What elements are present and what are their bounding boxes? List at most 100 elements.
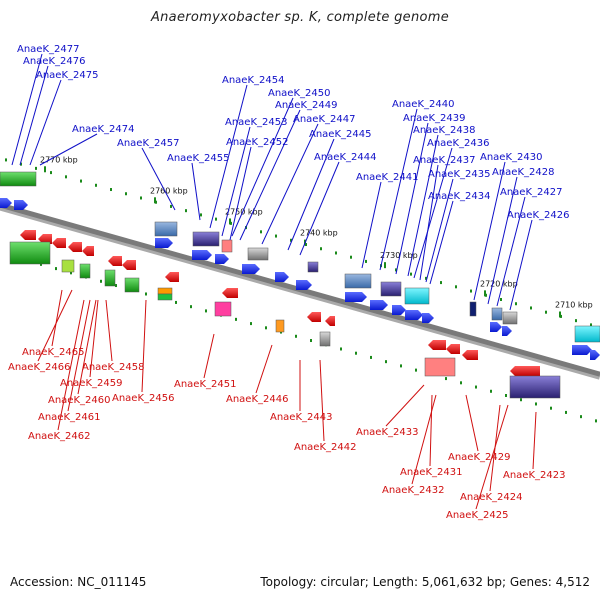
leader-line-forward	[395, 122, 429, 275]
cyan-box	[404, 287, 430, 305]
track-dot	[455, 285, 457, 289]
gene-label-forward: AnaeK_2428	[492, 167, 554, 178]
green-box	[9, 241, 51, 265]
leader-line-forward	[509, 219, 533, 311]
forward-arrow	[405, 310, 423, 320]
accession-text: Accession: NC_011145	[10, 575, 147, 589]
forward-arrow	[345, 292, 367, 302]
leader-line-forward	[487, 176, 518, 305]
reverse-arrow	[446, 344, 460, 354]
gene-label-forward: AnaeK_2426	[507, 210, 569, 221]
leader-line-reverse	[475, 404, 509, 510]
track-dot	[365, 259, 367, 263]
track-dot	[535, 402, 537, 406]
track-dot	[385, 360, 387, 364]
gene-label-reverse: AnaeK_2458	[82, 362, 144, 373]
purple-box	[307, 261, 319, 273]
track-dot	[500, 298, 502, 301]
track-dot	[100, 279, 102, 283]
forward-arrow	[0, 198, 12, 208]
track-dot	[335, 251, 337, 255]
track-dot	[505, 394, 507, 397]
leader-line-forward	[239, 109, 301, 241]
gene-label-reverse: AnaeK_2442	[294, 442, 356, 453]
leader-line-forward	[496, 196, 526, 307]
gene-label-reverse: AnaeK_2446	[226, 394, 288, 405]
navy-box	[469, 301, 477, 317]
track-dot	[470, 289, 472, 293]
gene-label-forward: AnaeK_2436	[427, 138, 489, 149]
track-dot	[425, 276, 427, 280]
track-dot	[395, 268, 397, 272]
leader-line-reverse	[465, 394, 479, 452]
leader-line-forward	[29, 79, 62, 166]
leader-line-forward	[419, 164, 439, 281]
gene-label-reverse: AnaeK_2433	[356, 427, 418, 438]
leader-line-reverse	[51, 289, 63, 347]
forward-arrow	[192, 250, 212, 260]
gene-label-reverse: AnaeK_2460	[48, 395, 110, 406]
forward-arrow	[422, 313, 434, 323]
track-dot	[115, 284, 117, 288]
gene-label-forward: AnaeK_2454	[222, 75, 284, 86]
track-dot	[125, 192, 127, 196]
track-dot	[580, 415, 582, 419]
gray-box	[247, 247, 269, 261]
track-dot	[590, 323, 592, 327]
leader-line-reverse	[319, 359, 325, 442]
gene-label-forward: AnaeK_2455	[167, 153, 229, 164]
reverse-arrow	[82, 246, 94, 256]
purple-box	[192, 231, 220, 247]
reverse-arrow	[108, 256, 122, 266]
leader-line-forward	[413, 147, 453, 279]
track-dot	[250, 322, 252, 326]
track-dot	[355, 351, 357, 355]
track-dot	[95, 183, 97, 187]
steel-box	[491, 307, 503, 321]
leader-line-reverse	[385, 384, 425, 427]
tick-label: 2730 kbp	[380, 251, 418, 260]
track-dot	[295, 334, 297, 338]
forward-arrow	[590, 350, 600, 360]
pink-box	[221, 239, 233, 253]
track-dot	[290, 238, 292, 242]
forward-arrow	[502, 326, 512, 336]
track-dot	[490, 389, 492, 393]
track-dot	[415, 368, 417, 372]
pink-box	[214, 301, 232, 317]
green-box	[104, 269, 116, 287]
reverse-arrow	[165, 272, 179, 282]
gene-label-reverse: AnaeK_2424	[460, 492, 522, 503]
gene-label-forward: AnaeK_2438	[413, 125, 475, 136]
gene-label-forward: AnaeK_2445	[309, 129, 371, 140]
track-dot	[190, 305, 192, 309]
genome-title: Anaeromyxobacter sp. K, complete genome	[150, 10, 450, 25]
track-dot	[320, 247, 322, 251]
purple-box	[380, 281, 402, 297]
track-dot	[175, 300, 177, 304]
leader-line-reverse	[255, 344, 273, 394]
gene-label-forward: AnaeK_2434	[428, 191, 490, 202]
gene-label-reverse: AnaeK_2432	[382, 485, 444, 496]
track-dot	[475, 385, 477, 389]
gray-box	[502, 311, 518, 325]
track-dot	[235, 317, 237, 321]
gene-label-forward: AnaeK_2450	[268, 88, 330, 99]
gene-label-forward: AnaeK_2440	[392, 99, 454, 110]
leader-line-reverse	[411, 394, 437, 485]
leader-line-forward	[299, 161, 340, 256]
gene-label-forward: AnaeK_2457	[117, 138, 179, 149]
gene-label-forward: AnaeK_2437	[413, 155, 475, 166]
gene-label-forward: AnaeK_2444	[314, 152, 376, 163]
leader-line-forward	[287, 138, 335, 251]
track-dot	[350, 255, 352, 259]
leader-line-forward	[221, 126, 251, 237]
topology-summary: Topology: circular; Length: 5,061,632 bp…	[260, 575, 590, 589]
leader-line-forward	[209, 84, 248, 229]
track-dot	[35, 166, 37, 170]
track-dot	[5, 158, 7, 162]
leader-line-reverse	[67, 299, 91, 412]
gene-label-forward: AnaeK_2475	[36, 70, 98, 81]
gene-features	[0, 171, 600, 399]
